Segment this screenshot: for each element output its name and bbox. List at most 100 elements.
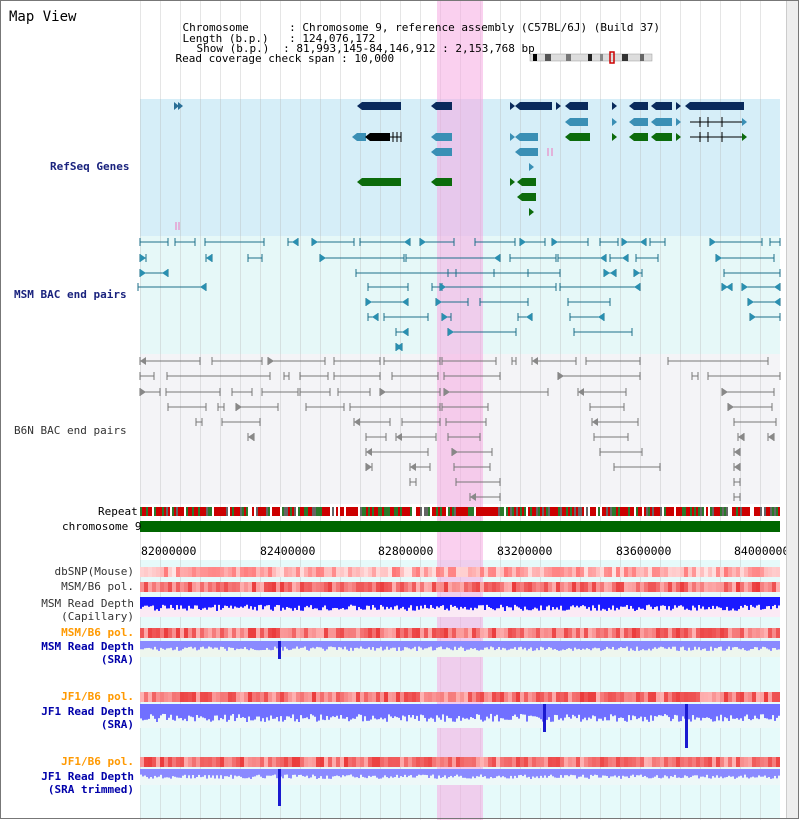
depth-bar (476, 641, 478, 651)
depth-bar (666, 597, 668, 610)
depth-bar (568, 641, 570, 649)
polymorphism-cell (184, 567, 188, 577)
polymorphism-cell (716, 567, 720, 577)
depth-bar (516, 769, 518, 778)
bac-end-marker (622, 254, 628, 262)
bac-end-marker (396, 343, 402, 351)
depth-bar (254, 769, 256, 777)
depth-bar (710, 704, 712, 720)
polymorphism-cell (288, 582, 292, 592)
polymorphism-cell (668, 628, 672, 638)
depth-bar (742, 769, 744, 778)
polymorphism-cell (560, 582, 564, 592)
gene-marker (676, 102, 681, 110)
repeat-element (342, 507, 344, 516)
depth-bar (556, 641, 558, 651)
depth-bar (694, 704, 696, 720)
polymorphism-cell (744, 692, 748, 702)
depth-bar (728, 597, 730, 611)
depth-bar (588, 641, 590, 650)
polymorphism-cell (480, 692, 484, 702)
polymorphism-cell (524, 628, 528, 638)
bac-end-marker (526, 313, 532, 321)
polymorphism-cell (320, 582, 324, 592)
polymorphism-cell (576, 567, 580, 577)
depth-bar (454, 769, 456, 776)
polymorphism-cell (732, 628, 736, 638)
depth-bar (572, 597, 574, 606)
vertical-scrollbar[interactable] (786, 0, 799, 818)
polymorphism-cell (548, 582, 552, 592)
polymorphism-cell (268, 628, 272, 638)
polymorphism-cell (364, 582, 368, 592)
depth-bar (720, 641, 722, 647)
repeat-element (476, 507, 478, 516)
bac-end-marker (444, 388, 450, 396)
polymorphism-cell (224, 692, 228, 702)
depth-bar (202, 769, 204, 777)
polymorphism-cell (316, 567, 320, 577)
gene-arrow (565, 118, 570, 126)
depth-bar (670, 641, 672, 649)
depth-bar (146, 597, 148, 606)
polymorphism-cell (212, 757, 216, 767)
depth-bar (142, 641, 144, 650)
repeat-element (650, 507, 652, 516)
polymorphism-cell (492, 757, 496, 767)
repeat-element (392, 507, 394, 516)
polymorphism-cell (256, 692, 260, 702)
depth-bar (384, 641, 386, 650)
bac-end-marker (774, 298, 780, 306)
depth-bar (252, 641, 254, 650)
polymorphism-cell (160, 582, 164, 592)
polymorphism-cell (500, 757, 504, 767)
depth-bar (166, 641, 168, 649)
repeat-element (458, 507, 460, 516)
repeat-element (584, 507, 586, 516)
depth-bar (454, 597, 456, 606)
depth-bar (758, 641, 760, 651)
depth-bar (714, 597, 716, 609)
polymorphism-cell (664, 628, 668, 638)
polymorphism-cell (220, 628, 224, 638)
depth-bar (156, 641, 158, 650)
depth-bar (216, 704, 218, 716)
polymorphism-cell (552, 757, 556, 767)
polymorphism-cell (592, 692, 596, 702)
polymorphism-cell (576, 628, 580, 638)
repeat-element (580, 507, 582, 516)
depth-bar (628, 704, 630, 716)
repeat-element (442, 507, 444, 516)
depth-bar (518, 704, 520, 719)
depth-bar (378, 769, 380, 779)
polymorphism-cell (472, 582, 476, 592)
depth-bar (738, 769, 740, 777)
polymorphism-cell (456, 757, 460, 767)
depth-bar (474, 704, 476, 720)
polymorphism-cell (544, 567, 548, 577)
depth-bar (200, 597, 202, 611)
polymorphism-cell (748, 582, 752, 592)
depth-bar (418, 641, 420, 647)
depth-bar (600, 704, 602, 719)
depth-bar (582, 704, 584, 720)
repeat-element (154, 507, 156, 516)
polymorphism-cell (652, 757, 656, 767)
depth-bar (210, 769, 212, 778)
polymorphism-cell (436, 582, 440, 592)
polymorphism-cell (664, 692, 668, 702)
depth-bar (636, 597, 638, 610)
polymorphism-cell (548, 757, 552, 767)
depth-bar (244, 704, 246, 719)
polymorphism-cell (712, 628, 716, 638)
polymorphism-cell (636, 582, 640, 592)
depth-bar (404, 704, 406, 717)
polymorphism-cell (324, 628, 328, 638)
depth-bar (434, 641, 436, 651)
depth-bar (410, 704, 412, 718)
repeat-element (286, 507, 288, 516)
depth-bar (468, 641, 470, 650)
depth-bar (558, 597, 560, 610)
